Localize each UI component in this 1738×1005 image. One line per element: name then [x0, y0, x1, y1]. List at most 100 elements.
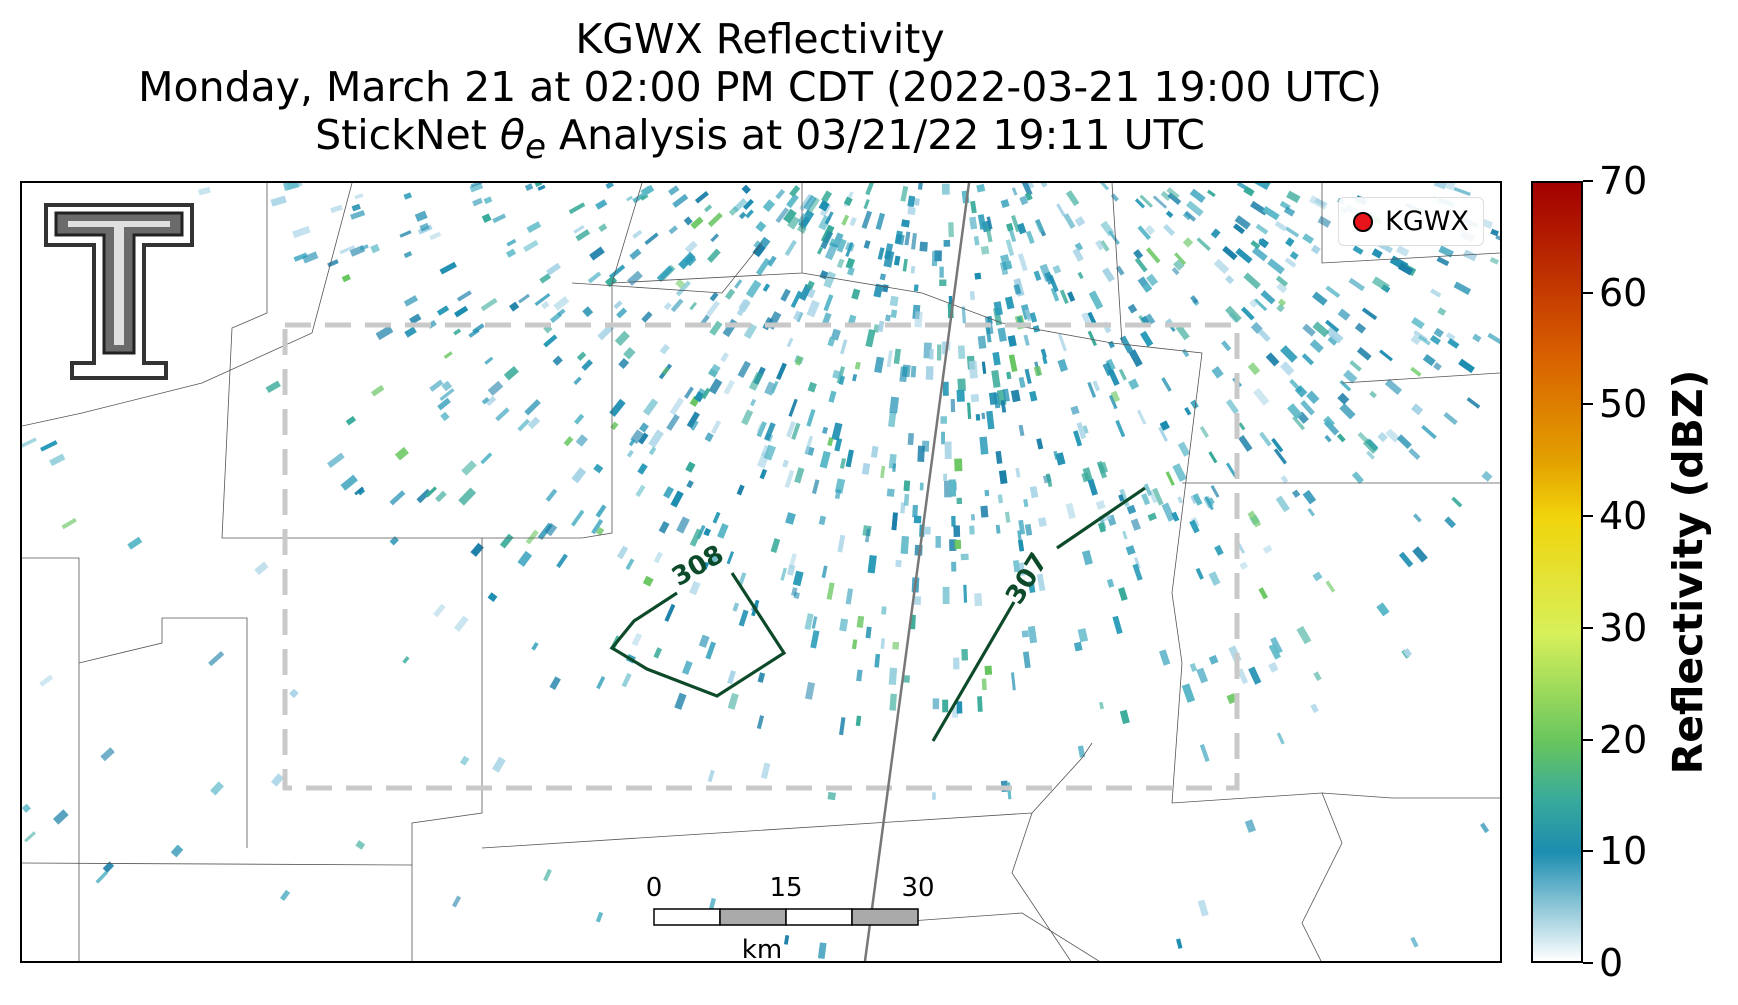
echo-gate	[39, 674, 54, 687]
echo-gate	[736, 299, 751, 317]
echo-gate	[506, 238, 517, 247]
echo-gate	[942, 381, 949, 396]
echo-gate	[503, 365, 519, 381]
county-boundaries	[22, 183, 1500, 961]
echo-gate	[1258, 587, 1268, 600]
echo-gate	[745, 209, 754, 219]
echo-gate	[1036, 438, 1044, 450]
echo-gate	[1247, 362, 1261, 376]
analysis-prefix: StickNet	[315, 111, 500, 159]
echo-gate	[892, 463, 897, 472]
echo-gate	[1042, 356, 1048, 365]
echo-gate	[907, 195, 916, 208]
echo-gate	[1176, 938, 1183, 949]
echo-gate	[806, 197, 820, 214]
echo-gate	[1239, 561, 1248, 570]
echo-gate	[685, 461, 696, 473]
radar-map[interactable]: 308 307 KGWX 0 15 30 km	[20, 181, 1502, 963]
echo-gate	[545, 488, 558, 502]
echo-gate	[672, 193, 689, 208]
echo-gate	[903, 480, 911, 492]
echo-gate	[524, 399, 541, 416]
echo-gate	[875, 212, 886, 230]
echo-gate	[1366, 450, 1375, 460]
echo-gate	[591, 518, 604, 535]
echo-gate	[1177, 441, 1191, 457]
echo-gate	[880, 465, 886, 479]
echo-gate	[865, 626, 872, 639]
echo-gate	[440, 411, 450, 422]
echo-gate	[755, 221, 767, 232]
echo-gate	[782, 459, 789, 468]
echo-gate	[639, 422, 649, 433]
echo-gate	[292, 225, 311, 239]
echo-gate	[208, 651, 225, 667]
echo-gate	[656, 265, 674, 282]
echo-gate	[841, 214, 850, 226]
echo-gate	[936, 344, 942, 361]
echo-gate	[889, 396, 900, 414]
map-legend: KGWX	[1338, 197, 1484, 246]
echo-gate	[327, 259, 339, 268]
echo-gate	[638, 432, 649, 445]
analysis-domain-box	[282, 322, 1240, 791]
echo-gate	[1487, 332, 1500, 345]
echo-gate	[741, 184, 751, 195]
echo-gate	[1144, 224, 1156, 236]
echo-gate	[1067, 291, 1076, 302]
echo-gate	[886, 488, 895, 497]
echo-gate	[791, 422, 801, 440]
echo-gate	[1324, 434, 1332, 443]
echo-gate	[598, 223, 608, 233]
echo-gate	[541, 300, 550, 310]
echo-gate	[786, 337, 794, 348]
echo-gate	[1141, 493, 1151, 506]
echo-gate	[1197, 899, 1209, 917]
echo-gate	[1233, 223, 1246, 235]
echo-gate	[642, 575, 654, 587]
echo-gate	[575, 434, 589, 447]
echo-gate	[902, 258, 908, 272]
echo-gate	[861, 210, 873, 230]
echo-gate	[1410, 936, 1419, 948]
echo-gate	[1422, 353, 1436, 367]
echo-gate	[1022, 651, 1031, 669]
echo-gate	[1294, 384, 1308, 398]
echo-gate	[818, 200, 830, 212]
colorbar-tick-label: 20	[1599, 717, 1648, 762]
echo-gate	[1018, 539, 1025, 552]
echo-gate	[1025, 230, 1035, 245]
echo-gate	[787, 215, 801, 230]
echo-gate	[890, 309, 898, 318]
echo-gate	[1190, 399, 1199, 410]
echo-gate	[1008, 354, 1018, 372]
contour-label-307: 307	[1000, 548, 1054, 610]
echo-gate	[786, 420, 796, 438]
echo-gate	[757, 672, 766, 683]
echo-gate	[676, 516, 690, 534]
kgwx-marker-icon	[1353, 211, 1374, 232]
echo-gate	[837, 534, 846, 553]
echo-gate	[414, 210, 428, 222]
echo-gate	[394, 446, 409, 461]
echo-gate	[745, 279, 762, 299]
echo-gate	[674, 692, 687, 710]
echo-gate	[970, 393, 980, 403]
echo-gate	[1024, 183, 1035, 190]
echo-gate	[271, 773, 284, 787]
echo-gate	[1088, 290, 1104, 310]
echo-gate	[570, 509, 585, 527]
echo-gate	[1208, 451, 1218, 464]
echo-gate	[961, 306, 967, 324]
echo-gate	[370, 384, 385, 397]
echo-gate	[1045, 473, 1053, 488]
echo-gate	[806, 299, 820, 318]
echo-gate	[1283, 206, 1296, 217]
echo-gate	[1444, 516, 1457, 529]
echo-gate	[1065, 190, 1080, 207]
echo-gate	[874, 653, 881, 668]
echo-gate	[653, 647, 663, 659]
echo-gate	[1397, 262, 1414, 276]
echo-gate	[712, 511, 721, 524]
echo-gate	[1292, 415, 1306, 431]
